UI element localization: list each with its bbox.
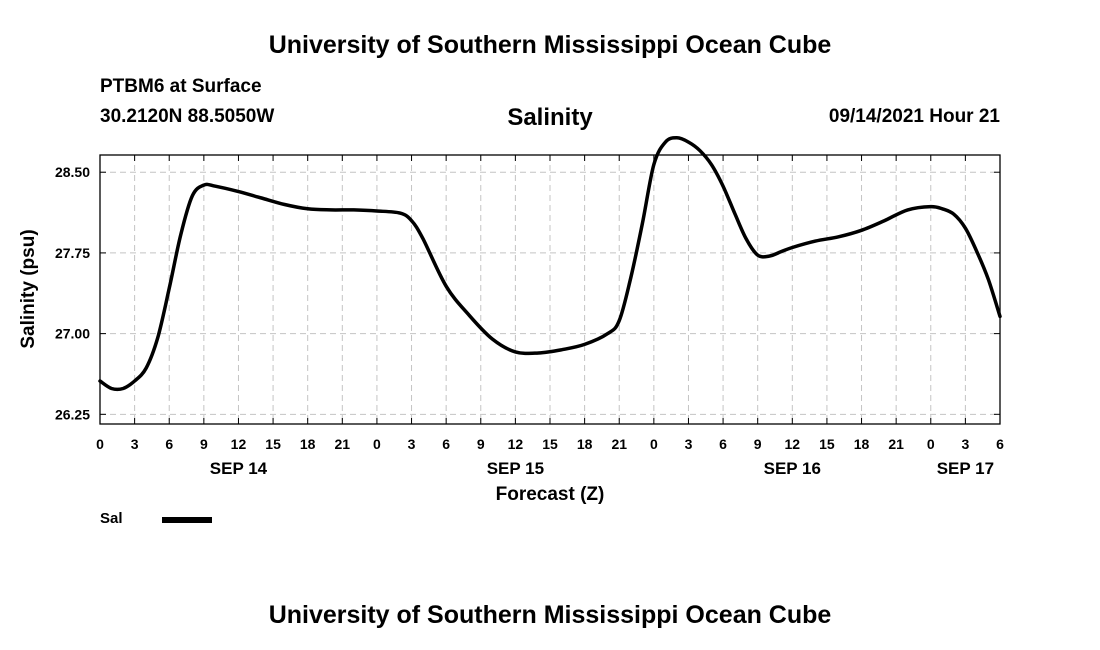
x-axis-ticks: 0 3 6 9 12 15 18 21 0 3 6 9 12 15 18 21 0 3 6 9 12 15 18 21 0 3 6 [96, 155, 1004, 452]
y-axis-ticks: 26.25 27.00 27.75 28.50 [55, 164, 1000, 422]
x-axis-label: Forecast (Z) [496, 484, 605, 505]
x-tick-label: 15 [542, 436, 558, 452]
x-tick-label: 12 [785, 436, 801, 452]
station-label: PTBM6 at Surface [100, 76, 262, 97]
x-tick-label: 6 [719, 436, 727, 452]
y-axis-label: Salinity (psu) [18, 229, 39, 348]
x-tick-label: 21 [888, 436, 904, 452]
x-tick-label: 15 [265, 436, 281, 452]
legend-label: Sal [100, 510, 123, 527]
y-tick-label: 27.75 [55, 245, 90, 261]
date-labels: SEP 14 SEP 15 SEP 16 SEP 17 [210, 459, 994, 478]
x-tick-label: 3 [685, 436, 693, 452]
x-tick-label: 0 [373, 436, 381, 452]
x-tick-label: 0 [650, 436, 658, 452]
x-tick-label: 6 [996, 436, 1004, 452]
salinity-line [98, 136, 1002, 392]
x-tick-label: 12 [231, 436, 247, 452]
x-tick-label: 6 [442, 436, 450, 452]
x-tick-label: 3 [961, 436, 969, 452]
x-tick-label: 0 [96, 436, 104, 452]
x-tick-label: 9 [200, 436, 208, 452]
x-tick-label: 18 [577, 436, 593, 452]
date-label: SEP 16 [764, 459, 821, 478]
salinity-chart: Salinity 0 3 6 9 12 15 18 21 0 3 6 9 12 15 18 21 0 3 6 9 12 1… [18, 104, 1004, 505]
y-tick-label: 27.00 [55, 326, 90, 342]
x-tick-label: 0 [927, 436, 935, 452]
x-tick-label: 9 [477, 436, 485, 452]
y-tick-label: 26.25 [55, 406, 90, 422]
x-tick-label: 12 [508, 436, 524, 452]
legend-swatch [162, 517, 212, 523]
x-tick-label: 21 [335, 436, 351, 452]
x-tick-label: 15 [819, 436, 835, 452]
x-tick-label: 9 [754, 436, 762, 452]
x-tick-label: 21 [611, 436, 627, 452]
date-label: SEP 15 [487, 459, 544, 478]
grid-lines [100, 155, 1000, 424]
x-tick-label: 3 [131, 436, 139, 452]
x-tick-label: 18 [300, 436, 316, 452]
x-tick-label: 18 [854, 436, 870, 452]
x-tick-label: 3 [408, 436, 416, 452]
chart-title: Salinity [507, 104, 593, 131]
location-label: 30.2120N 88.5050W [100, 106, 275, 127]
bottom-title: University of Southern Mississippi Ocean… [268, 601, 832, 629]
timestamp-label: 09/14/2021 Hour 21 [828, 106, 1000, 127]
top-title: University of Southern Mississippi Ocean… [268, 31, 832, 59]
x-tick-label: 6 [165, 436, 173, 452]
date-label: SEP 14 [210, 459, 268, 478]
date-label: SEP 17 [937, 459, 994, 478]
y-tick-label: 28.50 [55, 164, 90, 180]
